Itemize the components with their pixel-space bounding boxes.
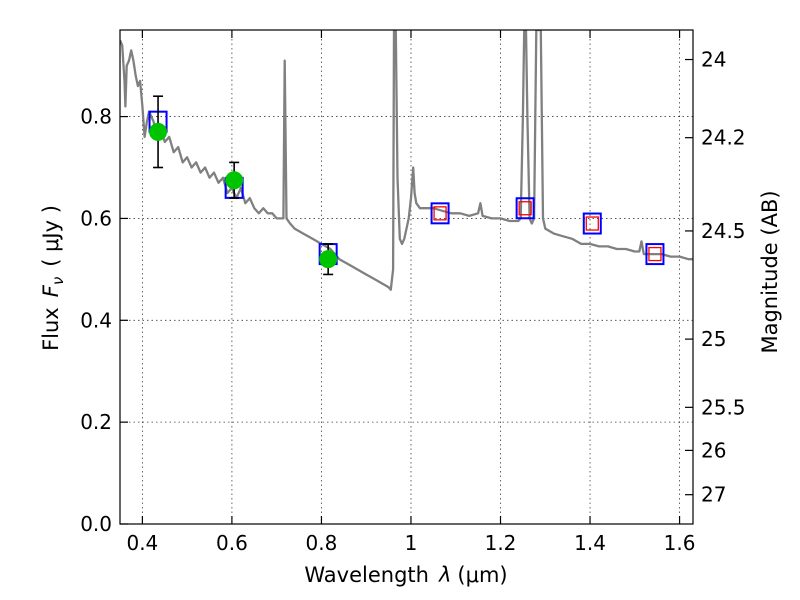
model-spectrum [120, 30, 693, 291]
plot-frame [119, 29, 694, 525]
green-circle-marker [149, 122, 168, 141]
blue-square-marker [430, 202, 450, 225]
blue-square-marker [645, 243, 665, 266]
x-axis-label: Wavelength λ (μm) [304, 563, 507, 587]
y-tick-label: 0.4 [80, 308, 112, 332]
x-tick-label: 0.6 [216, 531, 248, 555]
red-square-marker [433, 206, 447, 221]
y-tick-label: 0.6 [80, 206, 112, 230]
y2-tick-label: 24.2 [701, 126, 746, 150]
y2-tick-label: 24.5 [701, 219, 746, 243]
x-tick-label: 0.4 [126, 531, 158, 555]
axis-ticks: 0.4 0.6 0.8 1 1.2 1.4 1.6 0.0 0.2 0.4 0.6 0.8 24 24.2… [80, 30, 746, 555]
y2-axis-label: Magnitude (AB) [758, 190, 782, 353]
y2-tick-label: 24 [701, 48, 726, 72]
x-tick-label: 1.4 [574, 531, 606, 555]
grid [120, 30, 693, 525]
photometry-points [148, 95, 665, 276]
green-circle-marker [225, 171, 244, 190]
x-tick-label: 1.2 [485, 531, 517, 555]
blue-square-marker [515, 197, 535, 220]
x-tick-label: 1.6 [664, 531, 696, 555]
red-square-marker [518, 201, 532, 216]
x-tick-label: 0.8 [306, 531, 338, 555]
y-tick-label: 0.8 [80, 105, 112, 129]
y-tick-label: 0.2 [80, 410, 112, 434]
red-square-marker [585, 216, 599, 231]
y2-tick-label: 25 [701, 327, 726, 351]
x-tick-label: 1 [405, 531, 418, 555]
y-tick-label: 0.0 [80, 512, 112, 536]
blue-square-marker [582, 212, 602, 235]
red-square-marker [648, 246, 662, 262]
y2-tick-label: 26 [701, 438, 726, 462]
y2-tick-label: 25.5 [701, 395, 746, 419]
y-axis-label: FluxFν( μJy ) [39, 205, 67, 351]
green-circle-marker [319, 250, 338, 269]
y2-tick-label: 27 [701, 483, 726, 507]
spectrum-line [120, 30, 693, 291]
